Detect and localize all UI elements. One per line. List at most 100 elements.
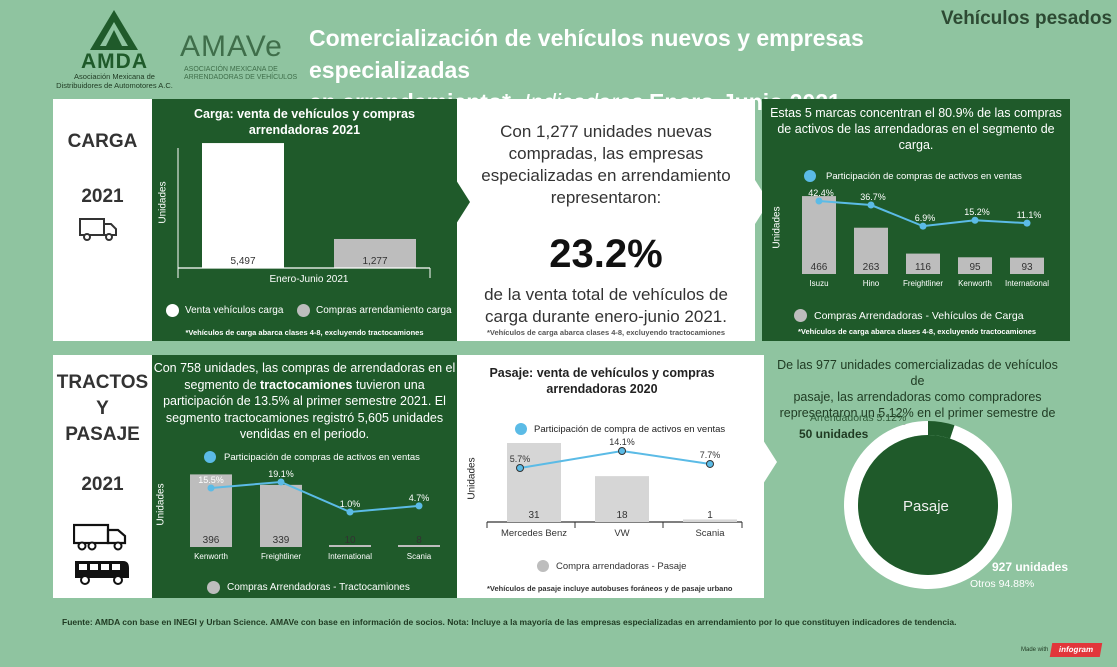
x-category-label: International xyxy=(328,552,372,561)
amda-logo-sub1: Asociación Mexicana de xyxy=(74,72,155,81)
footer-source: Fuente: AMDA con base en INEGI y Urban S… xyxy=(62,617,957,627)
legend-dot-gray xyxy=(537,560,549,572)
x-category-label: Enero-Junio 2021 xyxy=(270,274,349,285)
bar-brand xyxy=(906,253,940,274)
donut-label-50: 50 unidades xyxy=(799,427,869,441)
participation-label: 15.5% xyxy=(198,475,224,485)
legend-dot-white xyxy=(166,304,179,317)
bar-value-label: 10 xyxy=(344,535,356,546)
carga-brands-text: Estas 5 marcas concentran el 80.9% de la… xyxy=(770,106,1062,152)
donut-label-otros: Otros 94.88% xyxy=(970,578,1035,590)
tractos-line-legend: Participación de compras de activos en v… xyxy=(224,452,420,463)
tractos-bar-legend: Compras Arrendadoras - Tractocamiones xyxy=(227,582,410,593)
carga-legend: Venta vehículos carga Compras arrendamie… xyxy=(166,304,456,320)
bar-brand xyxy=(854,227,888,274)
x-category-label: Kenworth xyxy=(194,552,228,561)
carga-brands-line-legend: Participación de compras de activos en v… xyxy=(826,171,1022,182)
pasaje-bar-legend: Compra arrendadoras - Pasaje xyxy=(556,561,687,572)
x-category-label: Mercedes Benz xyxy=(501,528,567,539)
carga-chart-panel: Carga: venta de vehículos y compras arren… xyxy=(152,99,457,341)
carga-center-text: Con 1,277 unidades nuevas compradas, las… xyxy=(481,122,731,207)
bar-value-label: 8 xyxy=(416,535,422,546)
x-category-label: Kenworth xyxy=(958,279,992,288)
amave-logo-sub2: ARRENDADORAS DE VEHÍCULOS xyxy=(184,74,298,81)
legend-label-compras: Compras arrendamiento carga xyxy=(316,305,452,316)
bar-value-label: 1 xyxy=(707,510,713,521)
bar-value-label: 31 xyxy=(528,510,540,521)
tractos-year: 2021 xyxy=(81,474,124,495)
participation-label: 19.1% xyxy=(268,469,294,479)
pasaje-donut-chart xyxy=(844,421,1012,589)
pasaje-chart-panel: Pasaje: venta de vehículos y compras arre… xyxy=(457,355,764,598)
participation-point xyxy=(706,459,714,468)
legend-dot-gray xyxy=(207,581,220,594)
x-category-label: Scania xyxy=(407,552,432,561)
bar-value-label: 466 xyxy=(811,262,828,273)
bar-value-label: 93 xyxy=(1021,262,1033,273)
participation-label: 6.9% xyxy=(915,213,936,223)
bar-value-label: 95 xyxy=(969,262,981,273)
legend-dot-gray xyxy=(297,304,310,317)
x-category-label: VW xyxy=(614,528,629,539)
donut-hole xyxy=(858,435,998,575)
participation-label: 14.1% xyxy=(609,437,635,447)
carga-year: 2021 xyxy=(81,186,124,207)
participation-line xyxy=(210,480,420,514)
participation-point xyxy=(1023,219,1031,227)
truck-icon xyxy=(79,218,117,241)
carga-center-text-bottom: de la venta total de vehículos de carga … xyxy=(484,285,728,326)
carga-bar-chart: 5,497 1,277 Enero-Junio 2021 xyxy=(177,143,431,285)
carga-chart-title: Carga: venta de vehículos y compras arren… xyxy=(194,107,415,137)
legend-dot-gray xyxy=(794,309,807,322)
pasaje-bar-chart: 31 Mercedes Benz 18 VW 1 Scania 5.7% 14.1% 7.7% xyxy=(486,437,743,539)
donut-label-927: 927 unidades xyxy=(992,560,1069,574)
tractos-chart-panel: Con 758 unidades, las compras de arrenda… xyxy=(152,355,457,598)
carga-brands-footnote: *Vehículos de carga abarca clases 4-8, e… xyxy=(798,327,1037,336)
participation-point xyxy=(971,216,979,224)
tractos-text: Con 758 unidades, las compras de arrenda… xyxy=(153,361,456,441)
bar-brand xyxy=(398,545,440,547)
amda-logo: AMDA Asociación Mexicana de Distribuidor… xyxy=(52,6,177,92)
infogram-badge-text: infogram xyxy=(1058,645,1094,654)
donut-center-label: Pasaje xyxy=(903,498,949,515)
participation-label: 36.7% xyxy=(860,192,886,202)
participation-label: 15.2% xyxy=(964,207,990,217)
bar-value-label: 396 xyxy=(203,535,220,546)
amave-logo: AMAVe ASOCIACIÓN MEXICANA DE ARRENDADORA… xyxy=(180,30,300,85)
bar-brand xyxy=(683,519,737,522)
participation-point xyxy=(815,197,823,205)
bar-brand xyxy=(329,545,371,547)
bar-brand xyxy=(595,476,649,522)
participation-label: 1.0% xyxy=(340,499,361,509)
bar-value-label: 263 xyxy=(863,262,880,273)
amda-mountain-icon xyxy=(90,10,138,50)
participation-label: 5.7% xyxy=(510,454,531,464)
donut-label-arrendadoras: Arrendadoras 5.12% xyxy=(810,412,907,424)
made-with-text: Made with xyxy=(1021,647,1049,653)
arrow-right-icon xyxy=(763,440,777,484)
pasaje-footnote: *Vehículos de pasaje incluye autobuses f… xyxy=(487,584,733,593)
participation-label: 42.4% xyxy=(808,188,834,198)
amda-logo-text: AMDA xyxy=(81,50,148,73)
carga-center-footnote: *Vehículos de carga abarca clases 4-8, e… xyxy=(486,328,726,337)
donut-slice-arrendadoras xyxy=(928,421,955,439)
pasaje-right-text: De las 977 unidades comercializadas de v… xyxy=(777,358,1058,436)
amave-logo-sub1: ASOCIACIÓN MEXICANA DE xyxy=(184,66,278,73)
participation-label: 4.7% xyxy=(409,493,430,503)
x-category-label: Scania xyxy=(695,528,725,539)
participation-point xyxy=(415,502,423,510)
participation-label: 7.7% xyxy=(700,450,721,460)
participation-point xyxy=(207,484,215,492)
carga-text-panel: Con 1,277 unidades nuevas compradas, las… xyxy=(457,99,755,341)
legend-dot-blue xyxy=(204,451,216,463)
bar-1 xyxy=(202,143,284,268)
carga-label: CARGA xyxy=(67,131,138,152)
infogram-badge[interactable]: infogram xyxy=(1049,643,1103,657)
x-category-label: Freightliner xyxy=(261,552,301,561)
bar-brand xyxy=(507,443,561,522)
bar-brand xyxy=(260,484,302,547)
tractos-bar-chart: 396 Kenworth 339 Freightliner 10 Internationa… xyxy=(190,469,440,561)
legend-dot-blue xyxy=(804,170,816,182)
legend-dot-blue xyxy=(515,423,527,435)
x-category-label: Isuzu xyxy=(809,279,828,288)
